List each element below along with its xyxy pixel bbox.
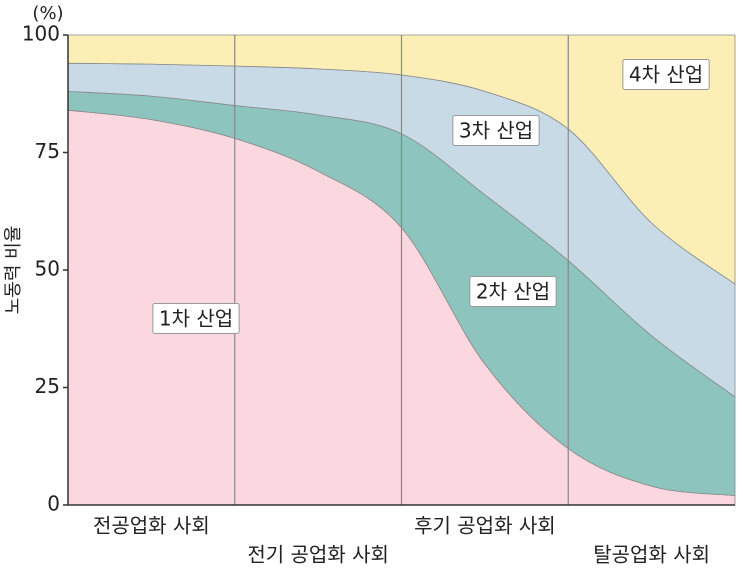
y-tick-label: 100 [22, 22, 60, 46]
series-label: 4차 산업 [622, 59, 710, 90]
series-label-text: 1차 산업 [159, 307, 233, 331]
series-label: 1차 산업 [152, 303, 240, 334]
series-label-text: 3차 산업 [459, 119, 533, 143]
series-label: 2차 산업 [469, 276, 557, 307]
x-tick-label: 전공업화 사회 [93, 514, 210, 538]
y-axis-label: 노동력 비율 [3, 226, 24, 315]
series-label-text: 2차 산업 [476, 280, 550, 304]
x-tick-label: 탈공업화 사회 [593, 543, 710, 567]
x-tick-label: 전기 공업화 사회 [247, 543, 389, 567]
label-box [469, 276, 557, 307]
series-label: 3차 산업 [452, 115, 540, 146]
label-box [452, 115, 540, 146]
label-box [622, 59, 710, 90]
label-box [152, 303, 240, 334]
series-label-text: 4차 산업 [629, 63, 703, 87]
y-tick-label: 50 [35, 257, 60, 281]
y-tick-label: 75 [35, 139, 60, 163]
x-tick-label: 후기 공업화 사회 [414, 514, 556, 538]
y-tick-label: 0 [47, 492, 60, 516]
y-tick-label: 25 [35, 374, 60, 398]
y-unit: (%) [32, 3, 63, 24]
